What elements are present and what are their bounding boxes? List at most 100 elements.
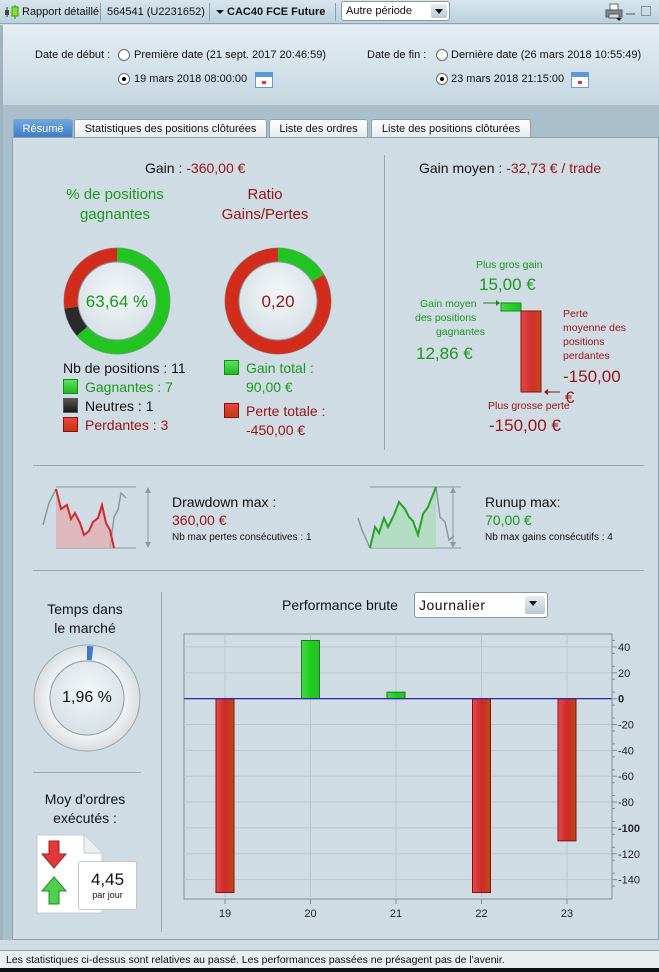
average-loss-label: Perte moyenne des positions perdantes [563, 307, 626, 363]
total-loss-value: -450,00 € [246, 422, 306, 438]
end-last-date-label: Dernière date (26 mars 2018 10:55:49) [451, 49, 642, 61]
drawdown-sparkline [42, 486, 151, 549]
bar-23 [557, 698, 577, 842]
end-custom-date-radio[interactable] [436, 73, 448, 85]
start-custom-date-value[interactable]: 19 mars 2018 08:00:00 [134, 73, 248, 85]
gain-headline: Gain : -360,00 € [145, 160, 245, 176]
orders-per-day-card: 4,45 par jour [78, 861, 137, 910]
average-loss-currency: € [565, 388, 575, 407]
drawdown-label: Drawdown max : [172, 494, 277, 510]
chart-plot-area [183, 633, 613, 900]
y-tick-label: -40 [618, 745, 634, 757]
legend-losing-swatch [63, 417, 78, 432]
x-tick-label: 20 [304, 908, 316, 920]
drawdown-consecutive-losses: Nb max pertes consécutives : 1 [172, 532, 312, 543]
tab-closed-positions-stats[interactable]: Statistiques des positions clôturées [74, 119, 267, 137]
instrument-selector[interactable]: CAC40 FCE Future [216, 0, 325, 24]
orders-title-line: exécutés : [53, 810, 117, 826]
biggest-loss-value: -150,00 € [489, 416, 561, 435]
average-win-label-line: gagnantes [435, 326, 485, 338]
end-custom-date-value[interactable]: 23 mars 2018 21:15:00 [451, 73, 565, 85]
average-gain-loss-bars [483, 300, 560, 395]
calendar-icon[interactable] [571, 72, 589, 88]
biggest-gain-value: 15,00 € [479, 275, 536, 294]
performance-label: Performance brute [282, 597, 398, 613]
legend-neutral: Neutres : 1 [85, 398, 154, 414]
x-tick-label: 21 [390, 908, 402, 920]
bar-22 [472, 698, 491, 894]
period-select-value: Autre période [346, 5, 413, 17]
average-loss-label-line: positions [563, 336, 605, 348]
start-date-label: Date de début : [35, 49, 111, 61]
time-in-market-title-line: Temps dans [47, 601, 123, 617]
section-divider [33, 465, 644, 466]
tab-orders-list[interactable]: Liste des ordres [269, 119, 368, 137]
runup-consecutive-gains: Nb max gains consécutifs : 4 [485, 532, 613, 543]
legend-losing: Perdantes : 3 [85, 417, 169, 433]
performance-period-value: Journalier [419, 597, 486, 613]
average-loss-value: -150,00 [563, 367, 621, 386]
drawdown-value: 360,00 € [172, 512, 227, 528]
period-select[interactable]: Autre période [341, 1, 450, 21]
section-divider [33, 570, 644, 571]
bottom-strip [0, 968, 659, 972]
performance-period-select[interactable]: Journalier [414, 592, 548, 618]
maximize-icon[interactable] [641, 6, 651, 16]
y-tick-label: 0 [618, 694, 624, 706]
orders-title: Moy d'ordres exécutés : [30, 790, 140, 828]
candlestick-icon [5, 5, 19, 19]
win-percent-title: % de positions gagnantes [66, 186, 164, 223]
x-tick-label: 23 [561, 908, 573, 920]
runup-sparkline [357, 486, 461, 549]
printer-icon[interactable] [605, 3, 623, 21]
tab-resume[interactable]: Résumé [13, 119, 73, 137]
average-win-bar [500, 302, 522, 312]
toolbar-separator [100, 3, 101, 21]
legend-total-loss-swatch [224, 403, 239, 418]
bar-20 [301, 639, 320, 700]
start-first-date-radio[interactable] [118, 49, 130, 61]
ratio-donut [224, 247, 332, 355]
time-in-market-title-line: le marché [54, 620, 116, 636]
chevron-down-icon [525, 596, 545, 614]
average-loss-label-line: perdantes [563, 350, 610, 362]
biggest-gain-label: Plus gros gain [476, 259, 543, 271]
caret-down-icon [216, 10, 224, 15]
start-first-date-label: Première date (21 sept. 2017 20:46:59) [134, 49, 327, 61]
start-custom-date-radio[interactable] [118, 73, 130, 85]
ratio-title: Ratio Gains/Pertes [221, 186, 309, 223]
average-loss-label-line: Perte [563, 308, 589, 320]
ratio-value: 0,20 [261, 292, 295, 311]
win-percent-donut [63, 247, 171, 355]
minimize-icon[interactable] [626, 13, 635, 15]
y-tick-label: -20 [618, 719, 634, 731]
donut-segment-losing [64, 248, 118, 309]
orders-title-line: Moy d'ordres [44, 791, 126, 807]
average-win-label: Gain moyen des positions gagnantes [415, 297, 485, 339]
report-button[interactable]: Rapport détaillé [22, 6, 100, 18]
average-gain-value: -32,73 € / trade [506, 160, 602, 176]
calendar-icon[interactable] [255, 72, 273, 88]
average-win-value: 12,86 € [416, 344, 473, 363]
gain-label: Gain : [145, 160, 183, 176]
legend-winning: Gagnantes : 7 [85, 379, 173, 395]
total-gain-label: Gain total : [246, 360, 314, 376]
average-loss-bar [520, 310, 542, 393]
section-divider [384, 155, 385, 450]
y-tick-label: 40 [618, 642, 630, 654]
orders-per-day-value: 4,45 [90, 870, 125, 889]
runup-label: Runup max: [485, 494, 561, 510]
legend-neutral-swatch [63, 398, 78, 413]
win-percent-value: 63,64 % [85, 292, 149, 311]
tab-closed-positions-list[interactable]: Liste des positions clôturées [371, 119, 531, 137]
total-gain-value: 90,00 € [246, 379, 293, 395]
y-tick-label: -80 [618, 797, 634, 809]
chevron-down-icon [431, 4, 447, 18]
account-label[interactable]: 564541 (U2231652) [107, 6, 205, 18]
x-tick-label: 19 [219, 908, 231, 920]
disclaimer-footer: Les statistiques ci-dessus sont relative… [0, 950, 659, 968]
end-date-label: Date de fin : [367, 49, 427, 61]
end-last-date-radio[interactable] [436, 49, 448, 61]
performance-bar-chart: 40 20 0 -20 -40 -60 -80 -100 -120 -140 19 20 21 22 23 [183, 633, 640, 920]
average-gain-headline: Gain moyen : -32,73 € / trade [419, 160, 601, 176]
